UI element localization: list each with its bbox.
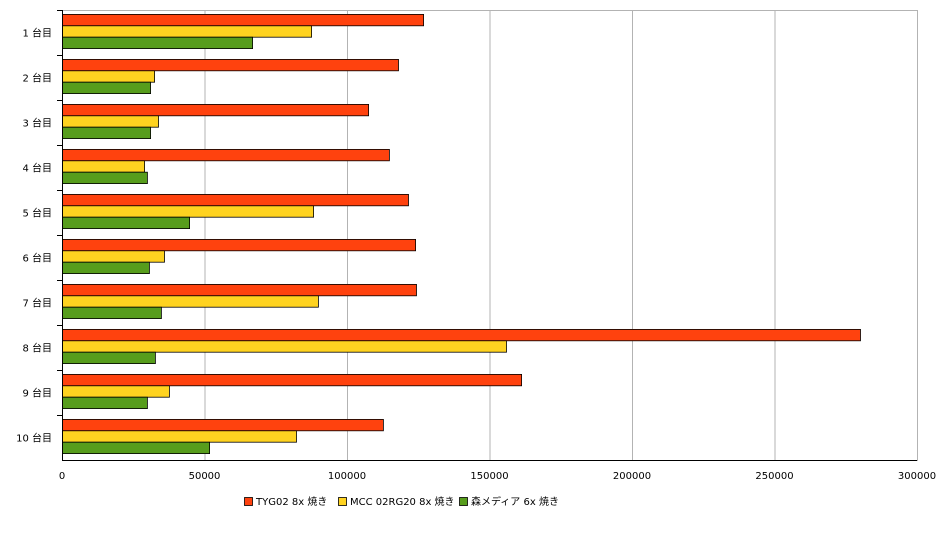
bar-1-1 [62, 13, 425, 27]
bar-1-10 [62, 418, 384, 432]
category-label: 1 台目 [22, 27, 52, 40]
x-tick-label: 100000 [328, 471, 366, 482]
legend-label: MCC 02RG20 8x 焼き [350, 496, 455, 508]
bar-2-10 [62, 430, 297, 443]
bar-2-8 [62, 340, 507, 353]
category-label: 4 台目 [22, 162, 52, 175]
legend-label: 森メディア 6x 焼き [471, 495, 559, 508]
bar-2-6 [62, 250, 165, 263]
category-label: 5 台目 [22, 207, 52, 220]
bar-1-5 [62, 193, 409, 207]
bar-2-9 [62, 385, 170, 398]
bar-3-8 [62, 351, 156, 365]
bar-3-6 [62, 261, 150, 275]
legend-swatch [338, 497, 347, 506]
legend-swatch [459, 497, 468, 506]
axes [57, 10, 918, 461]
bar-1-4 [62, 148, 390, 162]
bar-1-3 [62, 104, 370, 117]
bar-3-1 [62, 36, 254, 50]
bar-3-4 [62, 171, 148, 184]
x-tick-label: 250000 [755, 471, 793, 482]
bar-3-5 [62, 216, 190, 229]
bar-1-6 [62, 238, 417, 252]
gridlines [204, 10, 918, 460]
legend-swatch [244, 497, 253, 506]
x-tick-label: 150000 [470, 471, 508, 482]
bar-1-9 [62, 373, 523, 387]
category-label: 2 台目 [22, 72, 52, 85]
bar-2-3 [62, 115, 159, 128]
x-tick-label: 50000 [189, 471, 221, 482]
bar-3-7 [62, 306, 162, 320]
x-tick-label: 0 [59, 471, 65, 482]
bar-1-8 [62, 328, 861, 342]
bar-2-7 [62, 295, 319, 308]
bar-3-9 [62, 396, 148, 410]
bar-3-10 [62, 441, 211, 455]
bar-1-7 [62, 283, 417, 297]
x-tick-label: 300000 [898, 471, 936, 482]
legend: TYG02 8x 焼き MCC 02RG20 8x 焼き 森メディア 6x 焼き [244, 495, 559, 508]
bars [62, 13, 861, 455]
category-label: 10 台目 [16, 432, 52, 445]
category-label: 9 台目 [22, 387, 52, 400]
legend-label: TYG02 8x 焼き [255, 496, 327, 508]
x-tick-labels: 0 50000 100000 150000 200000 250000 300000 [59, 471, 936, 482]
bar-2-1 [62, 25, 313, 38]
category-label: 3 台目 [22, 117, 52, 130]
bar-3-3 [62, 126, 151, 139]
category-labels: 1 台目 2 台目 3 台目 4 台目 5 台目 6 台目 7 台目 8 台目 9 台目 10 台… [16, 27, 52, 445]
category-label: 8 台目 [22, 342, 52, 355]
bar-2-2 [62, 70, 155, 83]
bar-3-2 [62, 81, 151, 94]
category-label: 6 台目 [22, 252, 52, 265]
bar-1-2 [62, 59, 399, 72]
x-tick-label: 200000 [613, 471, 651, 482]
bar-2-4 [62, 160, 145, 173]
bar-2-5 [62, 205, 315, 218]
category-label: 7 台目 [22, 297, 52, 310]
